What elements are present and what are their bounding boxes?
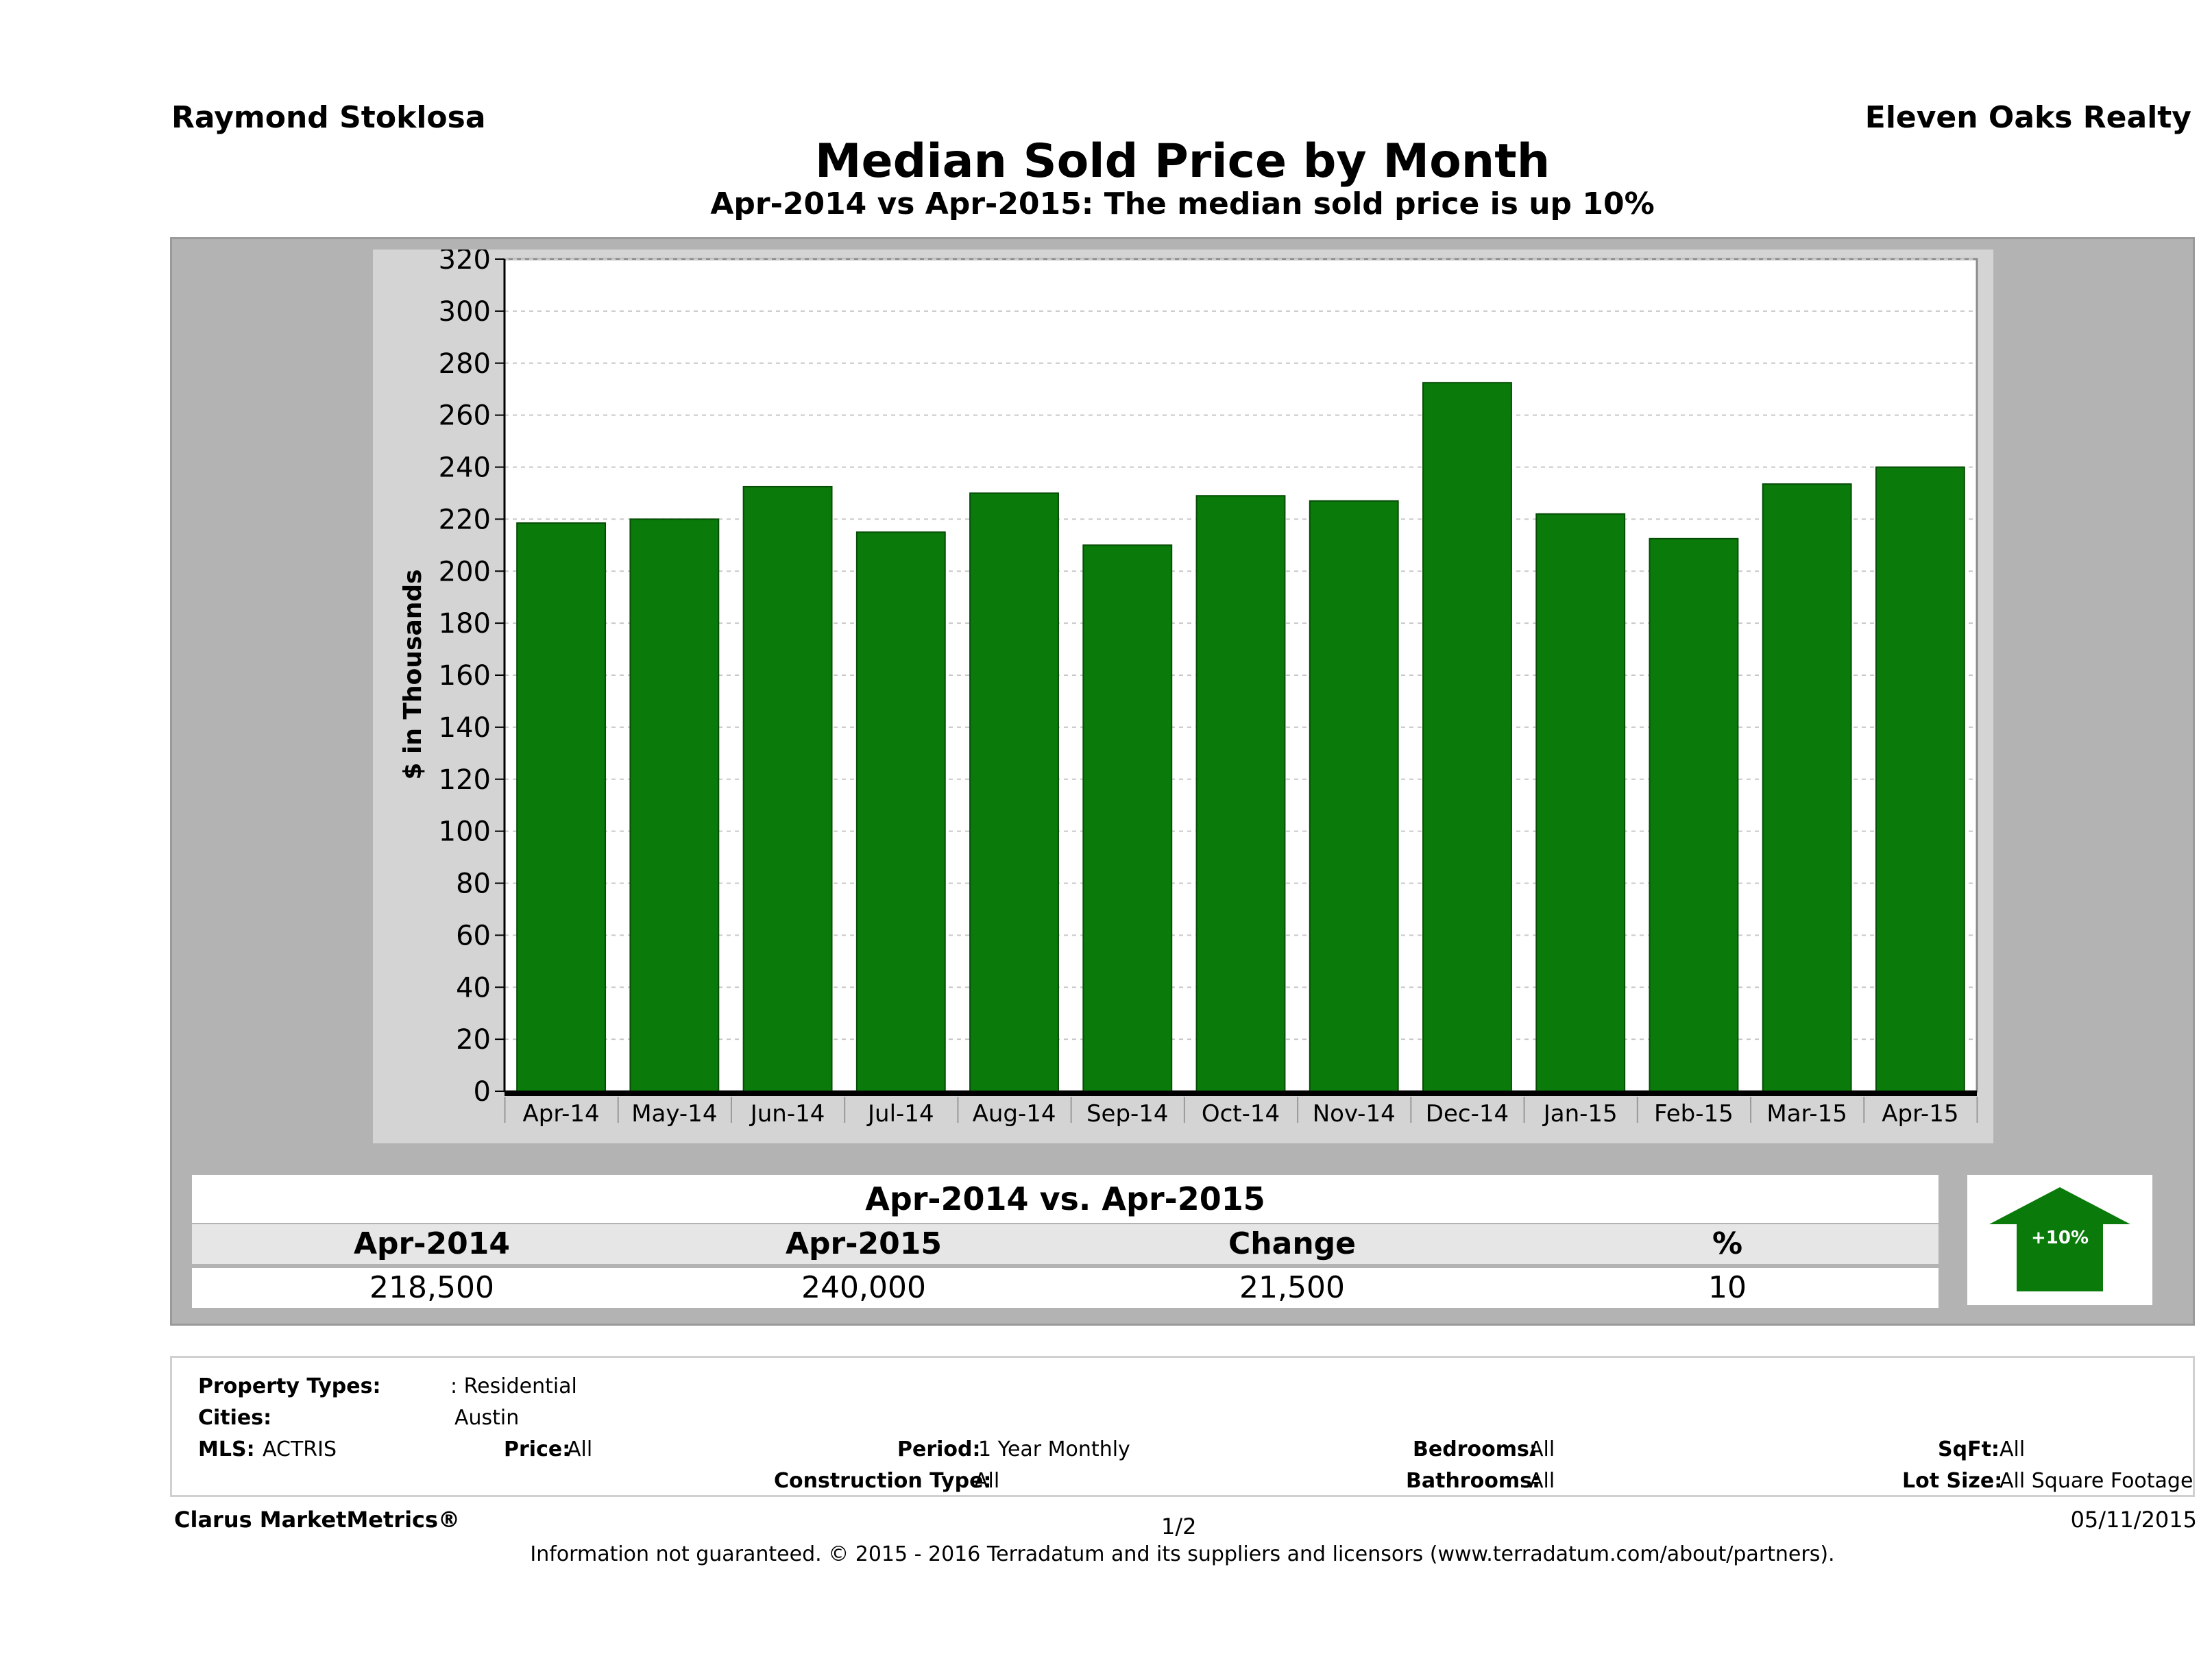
property-types-label: Property Types: [198, 1374, 381, 1398]
period-value: 1 Year Monthly [978, 1437, 1130, 1461]
summary-header: Apr-2015 [786, 1226, 942, 1261]
lot-size-label: Lot Size: [1902, 1469, 2003, 1493]
bar [1422, 382, 1512, 1092]
report-date: 05/11/2015 [2070, 1507, 2197, 1533]
brokerage-name: Eleven Oaks Realty [1864, 100, 2191, 135]
sqft-value: All [2000, 1437, 2026, 1461]
summary-title: Apr-2014 vs. Apr-2015 [865, 1180, 1265, 1217]
x-tick-label: Aug-14 [973, 1100, 1056, 1128]
x-tick-label: Dec-14 [1426, 1100, 1509, 1128]
x-tick-label: Apr-15 [1882, 1100, 1958, 1128]
x-tick-label: Oct-14 [1202, 1100, 1280, 1128]
bar-chart: 0 20 40 60 80 100 120 140 160 180 200 220 240 260 280 3… [399, 250, 1978, 1128]
price-value: All [567, 1437, 593, 1461]
y-tick-label: 20 [456, 1024, 491, 1056]
summary-value-row: 218,500 240,000 21,500 10 [192, 1268, 1938, 1308]
change-badge: +10% [1967, 1175, 2152, 1305]
summary-title-row: Apr-2014 vs. Apr-2015 [192, 1175, 1938, 1223]
disclaimer: Information not guaranteed. © 2015 - 201… [530, 1542, 1835, 1566]
summary-header: Change [1228, 1226, 1356, 1261]
y-tick-label: 80 [456, 868, 491, 900]
bathrooms-label: Bathrooms: [1406, 1469, 1540, 1493]
summary-header: Apr-2014 [354, 1226, 510, 1261]
bar [742, 485, 833, 1092]
up-arrow-icon: +10% [1989, 1187, 2130, 1291]
bathrooms-value: All [1529, 1469, 1555, 1493]
mls-value: ACTRIS [263, 1437, 337, 1461]
y-tick-label: 180 [439, 608, 491, 640]
agent-name: Raymond Stoklosa [171, 100, 486, 135]
x-tick-label: Sep-14 [1086, 1100, 1169, 1128]
bar [1875, 466, 1965, 1092]
bars [516, 382, 1965, 1093]
axes: 0 20 40 60 80 100 120 140 160 180 200 220 240 260 280 3… [439, 250, 1978, 1128]
bar [1309, 500, 1399, 1093]
x-tick-label: Apr-14 [523, 1100, 600, 1128]
bar [1649, 537, 1739, 1092]
summary-value: 21,500 [1239, 1270, 1345, 1305]
up-arrow-shape [1989, 1187, 2130, 1291]
lot-size-value: All Square Footage [2000, 1469, 2193, 1493]
y-tick-label: 60 [456, 920, 491, 951]
mls-label: MLS: [198, 1437, 255, 1461]
x-tick-label: Mar-15 [1766, 1100, 1847, 1128]
y-tick-label: 40 [456, 972, 491, 1004]
summary-header: % [1712, 1226, 1743, 1261]
chart-title: Median Sold Price by Month [814, 134, 1551, 189]
y-tick-label: 280 [439, 348, 491, 380]
x-tick-label: Jul-14 [866, 1100, 934, 1128]
bar [1082, 544, 1173, 1092]
summary-value: 10 [1708, 1270, 1747, 1305]
y-tick-label: 200 [439, 556, 491, 587]
y-tick-label: 320 [439, 250, 491, 276]
y-tick-label: 120 [439, 764, 491, 796]
filter-summary: Property Types: : Residential Cities: Au… [170, 1356, 2195, 1497]
y-tick-label: 140 [439, 712, 491, 744]
y-tick-label: 260 [439, 400, 491, 432]
price-label: Price: [504, 1437, 571, 1461]
bar [1195, 495, 1286, 1092]
x-tick-label: Jan-15 [1542, 1100, 1618, 1128]
bedrooms-label: Bedrooms: [1413, 1437, 1538, 1461]
cities-label: Cities: [198, 1406, 272, 1430]
x-tick-label: Nov-14 [1313, 1100, 1396, 1128]
bar [516, 522, 607, 1092]
x-tick-label: Feb-15 [1654, 1100, 1734, 1128]
construction-type-value: All [974, 1469, 1000, 1493]
bar [855, 531, 946, 1092]
construction-type-label: Construction Type: [774, 1469, 992, 1493]
y-tick-label: 220 [439, 504, 491, 535]
footer-brand: Clarus MarketMetrics® [174, 1507, 461, 1533]
y-tick-label: 100 [439, 816, 491, 848]
bar [1535, 513, 1626, 1093]
page-number: 1/2 [1161, 1513, 1197, 1540]
sqft-label: SqFt: [1938, 1437, 2000, 1461]
summary-value: 218,500 [369, 1270, 494, 1305]
bar [629, 518, 720, 1092]
chart-subtitle: Apr-2014 vs Apr-2015: The median sold pr… [710, 186, 1655, 221]
y-axis-label: $ in Thousands [399, 569, 427, 779]
bedrooms-value: All [1529, 1437, 1555, 1461]
y-tick-label: 300 [439, 296, 491, 328]
summary-header-row: Apr-2014 Apr-2015 Change % [192, 1224, 1938, 1264]
cities-value: Austin [454, 1406, 520, 1430]
y-tick-label: 0 [474, 1076, 491, 1108]
bar [1762, 483, 1852, 1092]
x-tick-label: May-14 [631, 1100, 717, 1128]
property-types-value: : Residential [450, 1374, 577, 1398]
x-tick-label: Jun-14 [749, 1100, 825, 1128]
bar [969, 492, 1059, 1092]
change-badge-label: +10% [2031, 1228, 2089, 1248]
y-tick-label: 160 [439, 660, 491, 692]
period-label: Period: [897, 1437, 981, 1461]
summary-value: 240,000 [801, 1270, 926, 1305]
y-tick-label: 240 [439, 452, 491, 484]
